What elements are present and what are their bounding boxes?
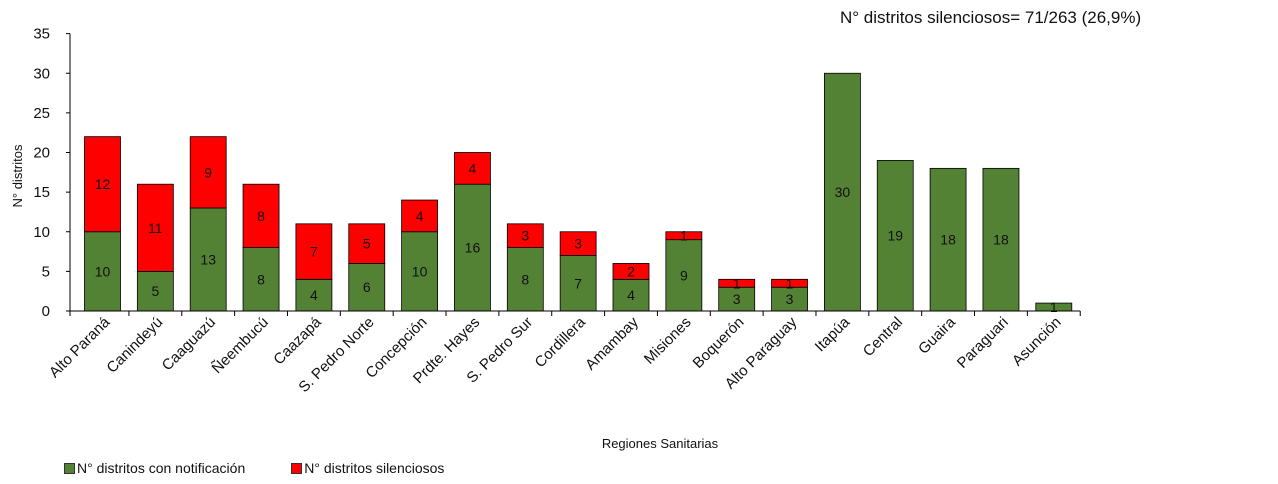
data-label-notificacion: 10 — [95, 263, 111, 279]
bar-notificacion — [84, 231, 121, 312]
x-tick-label: Central — [860, 314, 906, 360]
bar-silenciosos — [348, 223, 386, 264]
bar-silenciosos — [665, 231, 703, 241]
bar-notificacion — [982, 167, 1020, 312]
data-label-notificacion: 18 — [993, 232, 1009, 248]
y-axis-label: N° distritos — [10, 144, 25, 207]
data-label-notificacion: 3 — [733, 291, 741, 307]
data-label-silenciosos: 2 — [627, 263, 635, 279]
bar-silenciosos — [136, 183, 174, 272]
x-tick-label: Alto Paraná — [46, 313, 114, 381]
bar-silenciosos — [506, 223, 544, 248]
bar-notificacion — [824, 72, 861, 312]
data-label-notificacion: 4 — [310, 287, 318, 303]
data-label-silenciosos: 5 — [363, 236, 371, 252]
legend-label-silenciosos: N° distritos silenciosos — [304, 460, 445, 476]
bar-silenciosos — [718, 278, 756, 288]
legend-item-notificacion: N° distritos con notificación — [64, 460, 245, 476]
y-tick-label: 10 — [33, 224, 50, 241]
data-label-silenciosos: 1 — [680, 228, 688, 244]
data-label-notificacion: 9 — [680, 267, 688, 283]
x-axis: Alto ParanáCanindeyúCaaguazúÑeembucúCaaz… — [46, 310, 1081, 396]
bar-silenciosos — [771, 278, 808, 288]
data-label-notificacion: 30 — [835, 184, 851, 200]
data-label-notificacion: 19 — [887, 228, 903, 244]
data-label-notificacion: 5 — [151, 283, 159, 299]
x-tick-label: Guaira — [915, 313, 959, 357]
data-label-notificacion: 8 — [257, 271, 265, 287]
bar-notificacion — [929, 167, 967, 312]
y-tick-label: 20 — [33, 145, 50, 162]
y-tick-label: 35 — [33, 26, 50, 43]
y-tick-label: 15 — [33, 184, 50, 201]
data-label-notificacion: 10 — [412, 263, 428, 279]
data-label-notificacion: 6 — [363, 279, 371, 295]
legend-label-notificacion: N° distritos con notificación — [77, 460, 246, 476]
x-tick-label: Canindeyú — [103, 314, 166, 377]
data-label-silenciosos: 7 — [310, 244, 318, 260]
data-label-notificacion: 18 — [940, 232, 956, 248]
legend-item-silenciosos: N° distritos silenciosos — [291, 460, 444, 476]
y-tick-label: 5 — [42, 263, 50, 280]
bar-notificacion — [876, 160, 914, 312]
data-label-silenciosos: 1 — [733, 275, 741, 291]
data-label-silenciosos: 3 — [574, 236, 582, 252]
bar-silenciosos — [189, 136, 227, 209]
bar-notificacion — [454, 183, 491, 312]
bar-silenciosos — [295, 223, 333, 280]
bar-silenciosos — [454, 152, 491, 185]
bar-notificacion — [295, 278, 333, 312]
bar-silenciosos — [84, 136, 121, 233]
bar-silenciosos — [559, 231, 597, 256]
y-axis: 0 5 10 15 20 25 30 35 — [33, 26, 71, 320]
x-tick-label: Itapúa — [812, 313, 854, 355]
silent-districts-annotation: N° distritos silenciosos= 71/263 (26,9%) — [840, 8, 1142, 27]
data-label-notificacion: 7 — [574, 275, 582, 291]
data-label-notificacion: 16 — [465, 240, 481, 256]
bar-silenciosos — [401, 199, 439, 233]
data-label-silenciosos: 3 — [521, 228, 529, 244]
bar-silenciosos — [612, 263, 650, 280]
x-tick-label: Amambay — [582, 313, 642, 373]
data-label-silenciosos: 4 — [469, 160, 477, 176]
bar-silenciosos — [242, 183, 280, 248]
data-label-notificacion: 1 — [1050, 299, 1058, 315]
bar-notificacion — [506, 247, 544, 312]
data-label-notificacion: 13 — [200, 251, 216, 267]
bar-notificacion — [612, 278, 650, 312]
y-tick-label: 25 — [33, 105, 50, 122]
legend: N° distritos con notificación N° distrit… — [64, 460, 444, 476]
x-tick-label: Paraguari — [954, 314, 1012, 372]
data-label-notificacion: 4 — [627, 287, 635, 303]
y-tick-label: 0 — [42, 303, 50, 320]
data-label-silenciosos: 12 — [95, 176, 111, 192]
bar-notificacion — [559, 255, 597, 312]
data-label-notificacion: 8 — [521, 271, 529, 287]
x-tick-label: Asunción — [1009, 314, 1065, 370]
y-tick-label: 30 — [33, 65, 50, 82]
data-label-notificacion: 3 — [786, 291, 794, 307]
legend-swatch-notificacion — [64, 462, 75, 474]
data-label-silenciosos: 1 — [786, 275, 794, 291]
data-label-silenciosos: 4 — [416, 208, 424, 224]
x-tick-label: Caazapá — [270, 313, 325, 368]
data-label-silenciosos: 11 — [148, 220, 163, 236]
x-tick-label: Cordillera — [532, 313, 590, 371]
data-label-silenciosos: 8 — [257, 208, 265, 224]
x-tick-label: Ñeembucú — [209, 314, 272, 377]
x-tick-label: Misiones — [641, 314, 695, 368]
legend-swatch-silenciosos — [291, 462, 303, 474]
data-label-silenciosos: 9 — [204, 164, 212, 180]
x-axis-label: Regiones Sanitarias — [601, 436, 719, 451]
